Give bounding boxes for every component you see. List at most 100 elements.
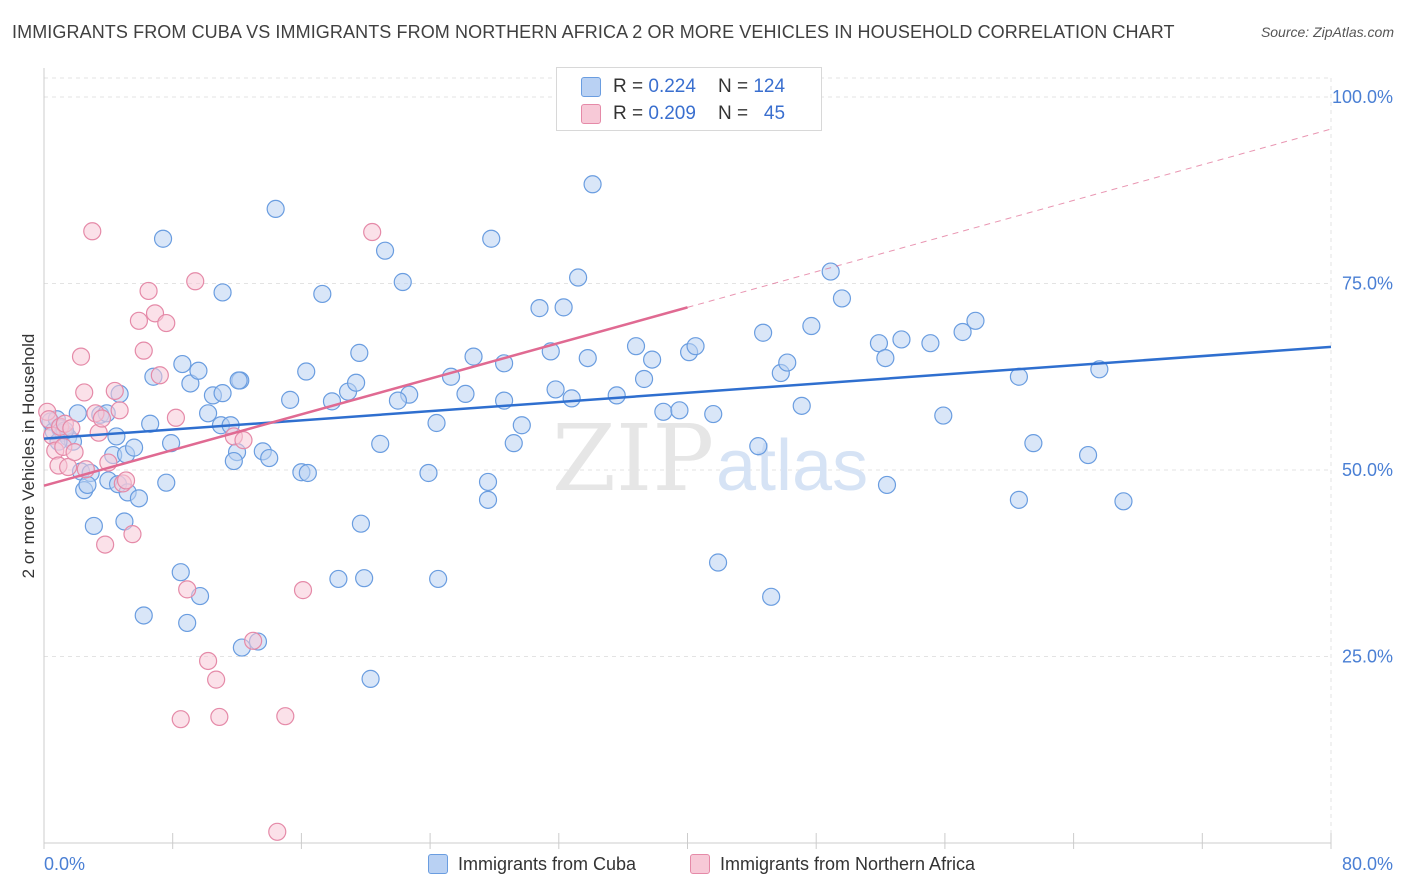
point-nafrica (92, 409, 112, 428)
point-nafrica (178, 580, 197, 599)
point-cuba (171, 563, 190, 582)
bottom-legend-label-nafrica: Immigrants from Northern Africa (720, 853, 976, 874)
point-cuba (578, 349, 597, 368)
legend-r-value-cuba: 0.224 (648, 76, 696, 97)
point-nafrica (363, 222, 382, 242)
trend-line-nafrica-extended (687, 128, 1332, 308)
point-cuba (654, 402, 673, 421)
point-nafrica (150, 366, 169, 385)
point-cuba (419, 463, 438, 483)
point-cuba (224, 451, 243, 471)
point-nafrica (210, 707, 229, 727)
watermark: ZIP atlas (552, 405, 868, 512)
point-cuba (569, 268, 588, 287)
point-cuba (355, 569, 374, 588)
point-cuba (298, 463, 317, 483)
point-nafrica (207, 670, 226, 689)
tick-labels: 25.0% 50.0% 75.0% 100.0% 0.0% 80.0% (44, 87, 1393, 874)
point-cuba (686, 337, 705, 356)
point-nafrica (96, 535, 115, 554)
trend-line-nafrica (43, 306, 688, 487)
legend-r-label: R = (613, 76, 644, 97)
point-cuba (512, 416, 531, 435)
point-cuba (792, 396, 811, 415)
point-nafrica (171, 710, 190, 729)
point-cuba (266, 199, 285, 218)
point-nafrica (166, 408, 186, 427)
trend-lines (43, 128, 1332, 487)
point-cuba (361, 669, 380, 688)
trend-line-cuba (43, 345, 1332, 440)
point-cuba (260, 448, 279, 468)
point-cuba (921, 334, 940, 353)
point-cuba (953, 322, 972, 342)
source-label: Source: ZipAtlas.com (1260, 24, 1394, 40)
point-cuba (213, 384, 232, 403)
point-cuba (877, 475, 897, 495)
point-cuba (84, 516, 103, 536)
point-nafrica (276, 707, 295, 726)
point-cuba (478, 490, 498, 509)
point-cuba (1009, 490, 1029, 509)
y-tick-label: 50.0% (1342, 460, 1393, 480)
point-cuba (821, 262, 840, 281)
point-nafrica (75, 383, 94, 402)
legend-swatch-cuba (581, 77, 601, 97)
legend-n-value-cuba: 124 (753, 76, 786, 97)
bottom-legend-label-cuba: Immigrants from Cuba (458, 853, 637, 874)
watermark-zip: ZIP (552, 405, 714, 512)
x-tick-label: 80.0% (1342, 854, 1393, 874)
point-cuba (350, 343, 369, 362)
legend-row-nafrica: R = 0.209 N = 45 (581, 102, 785, 126)
point-nafrica (116, 471, 136, 490)
point-cuba (429, 569, 448, 589)
point-cuba (313, 284, 332, 304)
point-nafrica (198, 651, 218, 671)
point-cuba (708, 553, 728, 572)
point-cuba (371, 434, 390, 453)
point-cuba (762, 587, 781, 606)
point-cuba (124, 438, 144, 457)
point-cuba (778, 353, 797, 372)
point-cuba (1078, 445, 1098, 465)
point-cuba (1090, 360, 1109, 379)
point-cuba (670, 401, 689, 420)
y-axis-label: 2 or more Vehicles in Household (19, 334, 38, 579)
point-cuba (749, 437, 768, 456)
point-nafrica (62, 419, 81, 438)
point-cuba (934, 406, 953, 425)
point-cuba (1114, 492, 1133, 511)
legend-n-label: N = (717, 76, 749, 97)
point-cuba (554, 298, 573, 317)
point-cuba (643, 350, 662, 369)
point-cuba (178, 613, 197, 633)
legend-r-value-nafrica: 0.209 (648, 103, 696, 124)
point-nafrica (65, 442, 84, 462)
point-nafrica (110, 401, 129, 420)
legend-box: R = 0.224 N = 124 R = 0.209 N = 45 (556, 67, 822, 131)
point-cuba (213, 283, 232, 302)
y-tick-label: 25.0% (1342, 647, 1393, 667)
point-nafrica (293, 581, 313, 600)
point-cuba (173, 354, 192, 374)
point-nafrica (139, 281, 158, 301)
point-cuba (456, 384, 475, 404)
point-nafrica (105, 381, 124, 401)
bottom-legend-nafrica: Immigrants from Northern Africa (690, 852, 975, 876)
point-nafrica (186, 272, 205, 291)
point-cuba (134, 606, 153, 625)
point-cuba (153, 229, 173, 248)
point-cuba (530, 299, 549, 318)
point-cuba (375, 241, 395, 260)
legend-n-label: N = (717, 103, 749, 124)
point-cuba (966, 311, 985, 330)
series-nafrica (38, 222, 382, 841)
bottom-legend-cuba: Immigrants from Cuba (428, 852, 636, 876)
legend-r-label: R = (613, 103, 644, 124)
chart-title: IMMIGRANTS FROM CUBA VS IMMIGRANTS FROM … (12, 22, 1175, 42)
point-nafrica (129, 311, 149, 330)
point-cuba (198, 404, 218, 423)
point-cuba (546, 380, 565, 399)
point-cuba (1024, 434, 1043, 453)
